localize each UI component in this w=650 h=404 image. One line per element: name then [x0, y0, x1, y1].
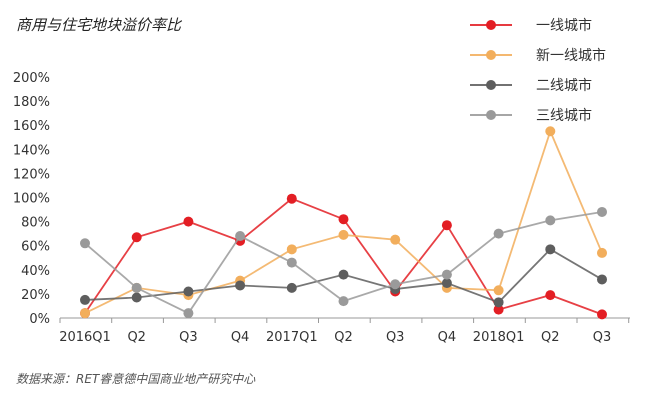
data-point — [131, 282, 142, 293]
data-point — [597, 247, 607, 258]
data-point — [597, 309, 607, 320]
y-tick-label: 40% — [21, 264, 50, 279]
x-tick-label: Q3 — [386, 330, 405, 345]
data-point — [390, 279, 401, 290]
x-tick-label: Q3 — [179, 330, 198, 345]
y-tick-label: 60% — [21, 240, 50, 255]
data-point — [545, 244, 556, 255]
data-point — [441, 269, 452, 280]
y-tick-label: 0% — [29, 312, 50, 327]
data-point — [493, 304, 504, 315]
y-tick-label: 160% — [13, 119, 50, 134]
legend-label: 三线城市 — [536, 107, 592, 124]
legend-label: 二线城市 — [536, 77, 592, 94]
x-tick-label: Q3 — [593, 330, 612, 345]
x-tick-label: Q2 — [334, 330, 353, 345]
x-tick-label: 2018Q1 — [473, 330, 525, 345]
y-tick-label: 100% — [13, 192, 50, 207]
y-tick-label: 180% — [13, 95, 50, 110]
data-point — [286, 282, 297, 293]
data-point — [338, 296, 349, 307]
data-point — [338, 269, 349, 280]
data-point — [597, 206, 607, 217]
data-point — [493, 297, 504, 308]
y-tick-label: 20% — [21, 288, 50, 303]
x-tick-label: 2016Q1 — [59, 330, 111, 345]
data-point — [80, 238, 90, 249]
data-point — [183, 286, 194, 297]
data-point — [183, 216, 194, 227]
data-point — [545, 290, 556, 301]
y-tick-label: 140% — [13, 143, 50, 158]
legend-marker — [486, 80, 496, 90]
data-point — [338, 214, 349, 225]
x-tick-label: Q4 — [438, 330, 457, 345]
data-point — [441, 278, 452, 289]
x-tick-label: Q2 — [127, 330, 146, 345]
legend-label: 一线城市 — [536, 17, 592, 34]
data-point — [338, 229, 349, 240]
x-tick-label: 2017Q1 — [266, 330, 318, 345]
data-point — [390, 234, 401, 245]
data-point — [493, 285, 504, 296]
data-point — [493, 228, 504, 239]
legend-marker — [486, 50, 496, 60]
data-point — [286, 244, 297, 255]
data-point — [441, 220, 452, 231]
legend-label: 新一线城市 — [536, 47, 606, 64]
legend-marker — [486, 20, 496, 30]
y-tick-label: 80% — [21, 216, 50, 231]
x-tick-label: Q2 — [541, 330, 560, 345]
legend-marker — [486, 110, 496, 120]
data-point — [131, 232, 142, 243]
data-point — [286, 193, 297, 204]
data-point — [80, 294, 90, 305]
chart-source: 数据来源：RET睿意德中国商业地产研究中心 — [16, 372, 256, 386]
y-tick-label: 120% — [13, 167, 50, 182]
x-tick-label: Q4 — [231, 330, 250, 345]
chart-title: 商用与住宅地块溢价率比 — [16, 16, 182, 34]
y-tick-label: 200% — [13, 71, 50, 86]
data-point — [235, 231, 246, 242]
data-point — [80, 308, 90, 319]
data-point — [545, 215, 556, 226]
data-point — [597, 274, 607, 285]
data-point — [235, 280, 246, 291]
data-point — [183, 308, 194, 319]
data-point — [286, 257, 297, 268]
data-point — [545, 126, 556, 137]
data-point — [131, 292, 142, 303]
